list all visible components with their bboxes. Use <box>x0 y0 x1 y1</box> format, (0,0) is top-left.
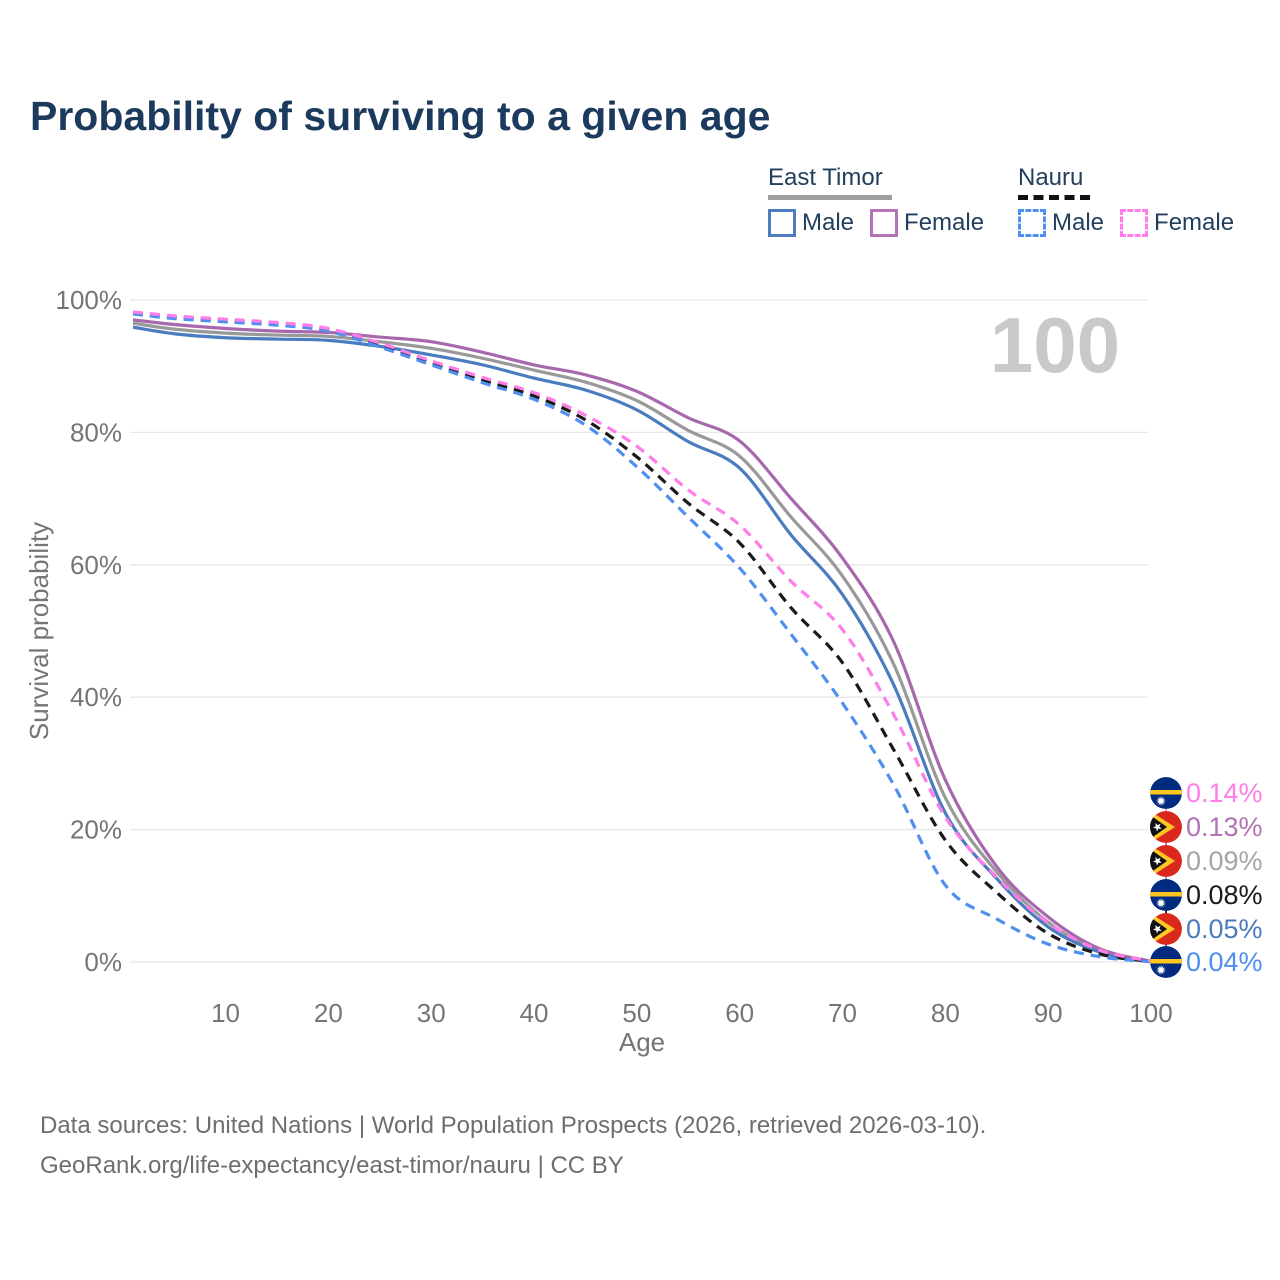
nauru-male-swatch-icon <box>1018 209 1046 237</box>
x-tick-label-10: 10 <box>211 998 240 1028</box>
x-tick-label-80: 80 <box>931 998 960 1028</box>
legend-group-east-timor: East Timor Male Female <box>768 164 984 237</box>
x-tick-label-100: 100 <box>1129 998 1172 1028</box>
legend-item-nauru-female[interactable]: Female <box>1120 209 1234 237</box>
east-timor-female-swatch-icon <box>870 209 899 237</box>
x-tick-label-40: 40 <box>520 998 549 1028</box>
curve-nauru-male[interactable] <box>132 312 1152 964</box>
legend-label-male: Male <box>802 209 855 236</box>
y-tick-label-80: 80% <box>70 417 122 447</box>
x-tick-label-70: 70 <box>828 998 857 1028</box>
curve-east-timor-female[interactable] <box>132 318 1152 963</box>
legend-header-nauru: Nauru <box>1018 164 1084 191</box>
y-tick-label-40: 40% <box>70 682 122 712</box>
nauru-dashed-line-sample <box>1018 195 1090 200</box>
nauru-flag-icon <box>1150 946 1182 978</box>
east-timor-flag-icon <box>1150 845 1182 877</box>
curve-east-timor-both[interactable] <box>132 321 1152 963</box>
x-tick-label-50: 50 <box>622 998 651 1028</box>
x-axis-title: Age <box>619 1027 665 1057</box>
y-tick-label-0: 0% <box>84 947 122 977</box>
end-label-value-east-timor-both: 0.09% <box>1186 846 1263 876</box>
y-tick-label-60: 60% <box>70 550 122 580</box>
end-label-value-east-timor-female: 0.13% <box>1186 812 1263 842</box>
legend-item-nauru-male[interactable]: Male <box>1018 209 1104 237</box>
legend-item-east-timor-female[interactable]: Female <box>870 209 984 237</box>
page-title: Probability of surviving to a given age <box>30 93 771 139</box>
age-counter-watermark: 100 <box>990 301 1120 389</box>
y-tick-label-20: 20% <box>70 815 122 845</box>
end-label-value-nauru-male: 0.04% <box>1186 947 1263 977</box>
y-axis-title: Survival probability <box>24 522 54 740</box>
legend-label-male: Male <box>1052 209 1105 236</box>
legend-label-female: Female <box>904 209 985 236</box>
nauru-female-swatch-icon <box>1120 209 1149 237</box>
source-line-1: Data sources: United Nations | World Pop… <box>40 1112 987 1139</box>
legend-group-nauru: Nauru Male Female <box>1018 164 1234 237</box>
east-timor-male-swatch-icon <box>768 209 796 237</box>
legend-label-female: Female <box>1154 209 1235 236</box>
end-label-value-nauru-female: 0.14% <box>1186 778 1263 808</box>
y-tick-label-100: 100% <box>56 285 123 315</box>
end-label-value-nauru-both: 0.08% <box>1186 880 1263 910</box>
legend-item-east-timor-male[interactable]: Male <box>768 209 854 237</box>
nauru-flag-icon <box>1150 777 1182 809</box>
x-tick-label-90: 90 <box>1034 998 1063 1028</box>
east-timor-flag-icon <box>1150 913 1182 945</box>
x-tick-label-60: 60 <box>725 998 754 1028</box>
east-timor-flag-icon <box>1150 811 1182 843</box>
data-source-note: Data sources: United Nations | World Pop… <box>40 1106 986 1186</box>
x-tick-label-20: 20 <box>314 998 343 1028</box>
curve-nauru-female[interactable] <box>132 310 1152 963</box>
x-tick-label-30: 30 <box>417 998 446 1028</box>
curve-nauru-both[interactable] <box>132 311 1152 964</box>
east-timor-solid-line-sample <box>768 195 892 200</box>
nauru-flag-icon <box>1150 879 1182 911</box>
source-line-2: GeoRank.org/life-expectancy/east-timor/n… <box>40 1152 624 1179</box>
end-label-value-east-timor-male: 0.05% <box>1186 914 1263 944</box>
legend-header-east-timor: East Timor <box>768 164 883 191</box>
